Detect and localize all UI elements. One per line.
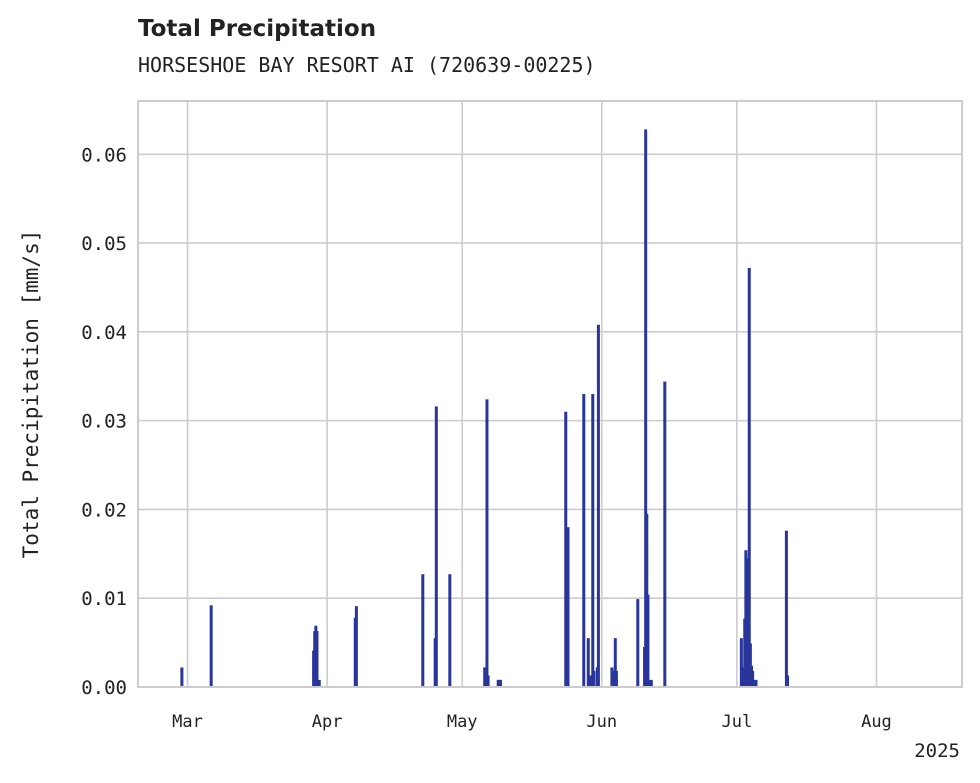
y-tick-label: 0.04 (81, 322, 127, 344)
x-tick-label: Jul (722, 712, 753, 732)
x-tick-labels: Mar Apr May Jun Jul Aug (172, 712, 892, 732)
precipitation-bar (486, 675, 490, 687)
chart-subtitle: HORSESHOE BAY RESORT AI (720639-00225) (138, 53, 596, 77)
precipitation-bar (483, 667, 487, 687)
x-tick-label: Mar (172, 712, 203, 732)
precipitation-bar (745, 558, 749, 687)
y-tick-label: 0.05 (81, 233, 127, 255)
precipitation-bar (614, 671, 618, 687)
y-tick-label: 0.03 (81, 411, 127, 433)
precipitation-bar (611, 671, 615, 687)
y-axis-label: Total Precipitation [mm/s] (19, 230, 43, 559)
y-tick-label: 0.06 (81, 144, 127, 166)
precipitation-bar (589, 675, 593, 687)
precipitation-bar (784, 530, 788, 687)
x-tick-label: Jun (586, 712, 617, 732)
precipitation-bar (180, 667, 184, 687)
x-tick-label: Aug (861, 712, 892, 732)
precipitation-bar (591, 394, 595, 687)
precipitation-bar (636, 599, 640, 687)
plot-frame (137, 100, 963, 688)
precipitation-bar (564, 411, 568, 687)
precipitation-bar (434, 406, 438, 687)
precipitation-bar (485, 399, 489, 687)
precipitation-bar (586, 638, 590, 687)
precipitation-bar (739, 638, 743, 687)
chart-title: Total Precipitation (138, 16, 377, 42)
year-label: 2025 (914, 740, 960, 762)
precipitation-bar (748, 643, 752, 687)
precipitation-bar (646, 594, 650, 687)
precipitation-bar (786, 675, 790, 687)
precipitation-bar (448, 574, 452, 687)
precipitation-bar (317, 679, 321, 687)
precipitation-bar (613, 638, 617, 687)
y-tick-labels: 0.00 0.01 0.02 0.03 0.04 0.05 0.06 (81, 144, 127, 699)
precipitation-bar (740, 667, 744, 687)
precipitation-bar (498, 679, 502, 687)
precipitation-bar (747, 267, 751, 687)
precipitation-bar (649, 679, 653, 687)
x-tick-label: May (447, 712, 478, 732)
grid-lines (138, 101, 962, 687)
precipitation-bar (592, 671, 596, 687)
precipitation-bar (315, 631, 319, 687)
precipitation-bar (354, 606, 358, 687)
y-tick-label: 0.00 (81, 677, 127, 699)
precipitation-bar (421, 574, 425, 687)
precipitation-bar (644, 129, 648, 688)
precipitation-bar (663, 381, 667, 687)
precipitation-bar (596, 324, 600, 687)
y-tick-label: 0.01 (81, 588, 127, 610)
precipitation-bar (751, 671, 755, 687)
precipitation-bar (209, 605, 213, 687)
precipitation-bars (180, 129, 790, 688)
precipitation-bar (647, 679, 651, 687)
precipitation-bar (566, 527, 570, 687)
precipitation-bar (582, 394, 586, 687)
y-tick-label: 0.02 (81, 499, 127, 521)
x-tick-label: Apr (312, 712, 343, 732)
precipitation-bar (754, 679, 758, 687)
